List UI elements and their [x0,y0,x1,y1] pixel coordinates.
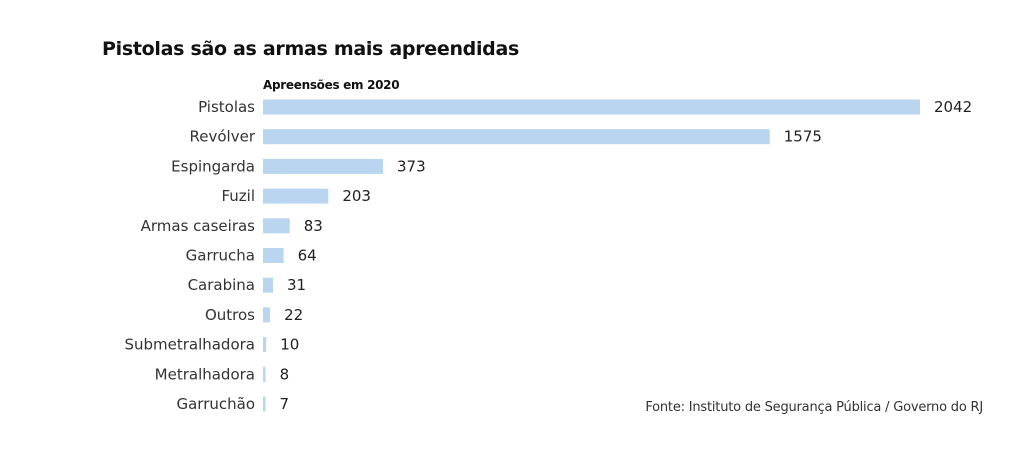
value-label: 64 [298,247,317,265]
category-label: Submetralhadora [124,336,255,354]
chart-subtitle: Apreensões em 2020 [263,78,400,92]
value-label: 8 [280,365,290,383]
value-label: 373 [397,157,426,175]
value-label: 22 [284,306,303,324]
value-label: 7 [280,395,290,413]
source-note: Fonte: Instituto de Segurança Pública / … [645,400,983,415]
category-label: Garrucha [186,247,255,265]
bar [263,218,290,234]
value-label: 1575 [784,128,822,146]
category-label: Armas caseiras [141,217,256,235]
value-label: 31 [287,276,306,294]
bar [263,188,329,204]
value-label: 83 [304,217,323,235]
bar [263,99,920,115]
category-label: Garruchão [176,395,255,413]
bar [263,248,284,263]
bar [263,307,271,323]
category-label: Fuzil [221,187,255,205]
bar [263,366,266,382]
category-label: Outros [205,306,255,324]
value-label: 203 [342,187,371,205]
value-label: 10 [280,336,299,354]
category-label: Metralhadora [155,365,255,383]
category-label: Carabina [188,276,255,294]
bar [263,158,384,174]
category-label: Revólver [190,128,256,146]
category-label: Espingarda [171,157,255,175]
bar [263,277,273,293]
bar [263,396,266,412]
value-label: 2042 [934,98,972,116]
bar [263,337,267,353]
bar [263,129,770,145]
category-label: Pistolas [198,98,255,116]
chart-title: Pistolas são as armas mais apreendidas [102,38,520,60]
